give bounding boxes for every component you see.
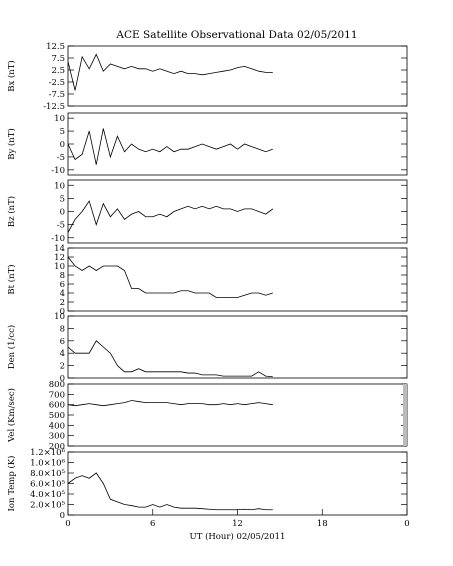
panel-frame: [67, 451, 408, 516]
y-axis-label: By (nT): [6, 128, 17, 160]
x-tick-label: 0: [404, 519, 409, 529]
y-tick-label: -5: [57, 221, 65, 231]
y-axis-label: Bx (nT): [6, 60, 17, 92]
y-axis-label: Den (1/cc): [6, 325, 17, 369]
y-tick-label: 2.0×10⁵: [30, 501, 65, 511]
y-tick-label: 5: [60, 194, 65, 204]
data-line: [67, 340, 273, 378]
y-tick-label: 2: [60, 298, 65, 308]
y-tick-label: -12.5: [43, 102, 65, 112]
y-tick-label: 6: [60, 337, 65, 347]
panel-frame: [67, 383, 408, 447]
y-tick-label: -10: [51, 234, 65, 244]
y-tick-label: 5: [60, 127, 65, 137]
y-tick-label: -2.5: [49, 78, 65, 88]
y-tick-label: 2.5: [51, 66, 65, 76]
y-tick-label: 12.5: [46, 42, 65, 52]
y-tick-label: 0: [60, 307, 65, 317]
data-line: [67, 128, 273, 165]
y-tick-label: 2: [60, 362, 65, 372]
data-gap-bar: [403, 384, 407, 446]
y-tick-label: 14: [54, 244, 65, 254]
data-line: [67, 200, 274, 233]
data-line: [67, 472, 273, 511]
y-tick-label: 1.2×10⁶: [30, 448, 65, 458]
data-line: [67, 256, 273, 298]
y-tick-label: 4: [60, 289, 65, 299]
panel-frame: [67, 45, 408, 107]
y-axis-label: Bt (nT): [6, 264, 17, 294]
data-line: [67, 53, 273, 91]
y-tick-label: 10: [54, 114, 65, 124]
panel-frame: [67, 247, 408, 312]
y-axis-label: Vel (Km/sec): [6, 388, 17, 443]
x-tick-label: 6: [150, 519, 155, 529]
y-tick-label: 0: [60, 208, 65, 218]
y-tick-label: 0: [60, 140, 65, 150]
y-tick-label: 10: [54, 262, 65, 272]
y-tick-label: 10: [54, 312, 65, 322]
y-tick-label: 8: [60, 271, 65, 281]
y-axis-label: Ion Temp (K): [6, 456, 17, 512]
x-tick-label: 0: [65, 519, 70, 529]
y-tick-label: 200: [49, 442, 65, 452]
y-tick-label: 0: [60, 511, 65, 521]
x-tick-label: 12: [232, 519, 243, 529]
y-tick-label: 600: [49, 401, 65, 411]
y-tick-label: 300: [49, 432, 65, 442]
y-tick-label: 700: [49, 390, 65, 400]
panel-frame: [67, 315, 408, 379]
x-axis-label: UT (Hour) 02/05/2011: [190, 531, 286, 542]
y-tick-label: 8: [60, 324, 65, 334]
chart-title: ACE Satellite Observational Data 02/05/2…: [115, 29, 357, 41]
y-tick-label: 1.0×10⁶: [30, 459, 65, 469]
y-tick-label: -7.5: [49, 90, 65, 100]
y-tick-label: 12: [54, 253, 65, 263]
y-tick-label: 500: [49, 411, 65, 421]
y-tick-label: 7.5: [51, 54, 65, 64]
y-tick-label: 4.0×10⁵: [30, 490, 65, 500]
y-tick-label: 6: [60, 280, 65, 290]
y-tick-label: 400: [49, 421, 65, 431]
y-tick-label: -10: [51, 166, 65, 176]
y-tick-label: 6.0×10⁵: [30, 480, 65, 490]
y-tick-label: 8.0×10⁵: [30, 469, 65, 479]
y-tick-label: 10: [54, 181, 65, 191]
y-tick-label: -5: [57, 153, 65, 163]
data-line: [67, 400, 273, 407]
y-axis-label: Bz (nT): [6, 196, 17, 227]
panel-frame: [67, 112, 408, 176]
y-tick-label: 0: [60, 374, 65, 384]
x-tick-label: 18: [317, 519, 328, 529]
y-tick-label: 800: [49, 380, 65, 390]
y-tick-label: 4: [60, 349, 65, 359]
